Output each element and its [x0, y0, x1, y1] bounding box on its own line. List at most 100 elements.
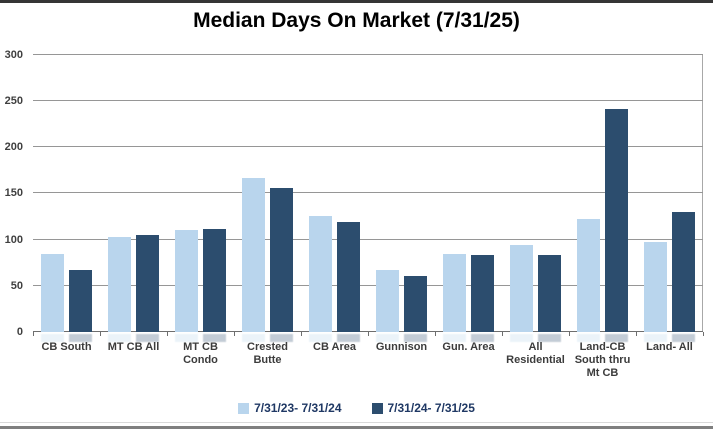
x-category-label: MT CB All: [100, 341, 167, 380]
y-axis-labels: 0 50 100 150 200 250 300: [0, 49, 27, 338]
x-category-label-line: CB South: [41, 341, 92, 353]
y-tick-label: 250: [4, 95, 23, 107]
y-tick-label: 200: [4, 141, 23, 153]
bar-group: [234, 55, 301, 332]
reflection-bar: [404, 334, 427, 342]
x-axis-ticks: [33, 332, 704, 337]
legend-label: 7/31/24- 7/31/25: [387, 401, 475, 415]
plot-right-border: [702, 55, 703, 332]
reflection-bar: [510, 334, 533, 342]
bar-reflection: [33, 334, 703, 342]
x-category-label: All Residential: [502, 341, 569, 380]
x-category-label-line: CB Area: [313, 341, 356, 353]
reflection-bar: [644, 334, 667, 342]
x-axis-labels: CB South MT CB All MT CB Condo Crested Butte C…: [33, 341, 703, 380]
y-tick-label: 150: [4, 187, 23, 199]
x-category-label-line: Crested: [247, 341, 288, 353]
plot-area: [33, 54, 703, 332]
bar: [136, 235, 159, 332]
reflection-bar: [672, 334, 695, 342]
bar: [309, 216, 332, 332]
x-category-label-line: South thru: [574, 354, 631, 366]
legend-item: 7/31/23- 7/31/24: [238, 401, 342, 415]
reflection-bar: [203, 334, 226, 342]
bar: [404, 276, 427, 332]
gridline: [33, 100, 703, 101]
y-tick-label: 300: [4, 49, 23, 61]
reflection-bar: [538, 334, 561, 342]
gridline: [33, 192, 703, 193]
x-tick-mark: [301, 332, 302, 336]
reflection-bar: [337, 334, 360, 342]
reflection-bar: [376, 334, 399, 342]
reflection-bar: [577, 334, 600, 342]
y-tick-label: 100: [4, 234, 23, 246]
reflection-bar: [443, 334, 466, 342]
bar-group: [569, 55, 636, 332]
x-category-label: Gun. Area: [435, 341, 502, 380]
bar: [471, 255, 494, 332]
x-tick-mark: [167, 332, 168, 336]
x-category-label: CB Area: [301, 341, 368, 380]
bar: [672, 212, 695, 332]
x-category-label-line: Gunnison: [375, 341, 428, 353]
x-tick-mark: [636, 332, 637, 336]
bottom-divider-line: [0, 422, 713, 423]
x-tick-mark: [234, 332, 235, 336]
bar: [510, 245, 533, 332]
legend: 7/31/23- 7/31/24 7/31/24- 7/31/25: [0, 401, 713, 415]
bar-group: [100, 55, 167, 332]
bar: [376, 270, 399, 332]
x-category-label-line: Gun. Area: [442, 341, 495, 353]
x-tick-mark: [33, 332, 34, 336]
x-axis-line: [33, 331, 703, 332]
x-category-label-line: Condo: [183, 354, 218, 366]
gridline: [33, 146, 703, 147]
reflection-group: [502, 334, 569, 342]
bars-row: [33, 55, 703, 332]
x-category-label: MT CB Condo: [167, 341, 234, 380]
x-category-label: Gunnison: [368, 341, 435, 380]
x-category-label-line: MT CB: [183, 341, 218, 353]
reflection-bar: [69, 334, 92, 342]
bar: [270, 188, 293, 332]
x-category-label: Crested Butte: [234, 341, 301, 380]
bar-group: [435, 55, 502, 332]
bar: [538, 255, 561, 332]
bar-group: [636, 55, 703, 332]
reflection-group: [435, 334, 502, 342]
y-tick-label: 0: [16, 326, 23, 338]
x-category-label: Land- All: [636, 341, 703, 380]
bar: [443, 254, 466, 332]
x-tick-mark: [435, 332, 436, 336]
legend-swatch: [238, 402, 250, 414]
reflection-bar: [309, 334, 332, 342]
chart-title: Median Days On Market (7/31/25): [193, 9, 520, 32]
reflection-group: [234, 334, 301, 342]
y-tick-label: 50: [10, 280, 23, 292]
x-category-label-line: All: [528, 341, 543, 353]
x-category-label: Land-CB South thru Mt CB: [569, 341, 636, 380]
reflection-bar: [471, 334, 494, 342]
x-category-label-line: Residential: [506, 354, 565, 366]
x-tick-mark: [368, 332, 369, 336]
x-category-label-line: Land- All: [646, 341, 693, 353]
bar-group: [301, 55, 368, 332]
x-category-label: CB South: [33, 341, 100, 380]
gridline: [33, 239, 703, 240]
reflection-bar: [108, 334, 131, 342]
reflection-group: [368, 334, 435, 342]
bar-group: [33, 55, 100, 332]
reflection-bar: [136, 334, 159, 342]
bar-group: [502, 55, 569, 332]
bar: [41, 254, 64, 332]
bar-group: [368, 55, 435, 332]
x-category-label-line: Mt CB: [586, 367, 619, 379]
legend-swatch: [371, 402, 383, 414]
x-tick-mark: [703, 332, 704, 336]
reflection-group: [33, 334, 100, 342]
reflection-bar: [605, 334, 628, 342]
reflection-bar: [175, 334, 198, 342]
bar: [242, 178, 265, 332]
bar: [605, 109, 628, 332]
